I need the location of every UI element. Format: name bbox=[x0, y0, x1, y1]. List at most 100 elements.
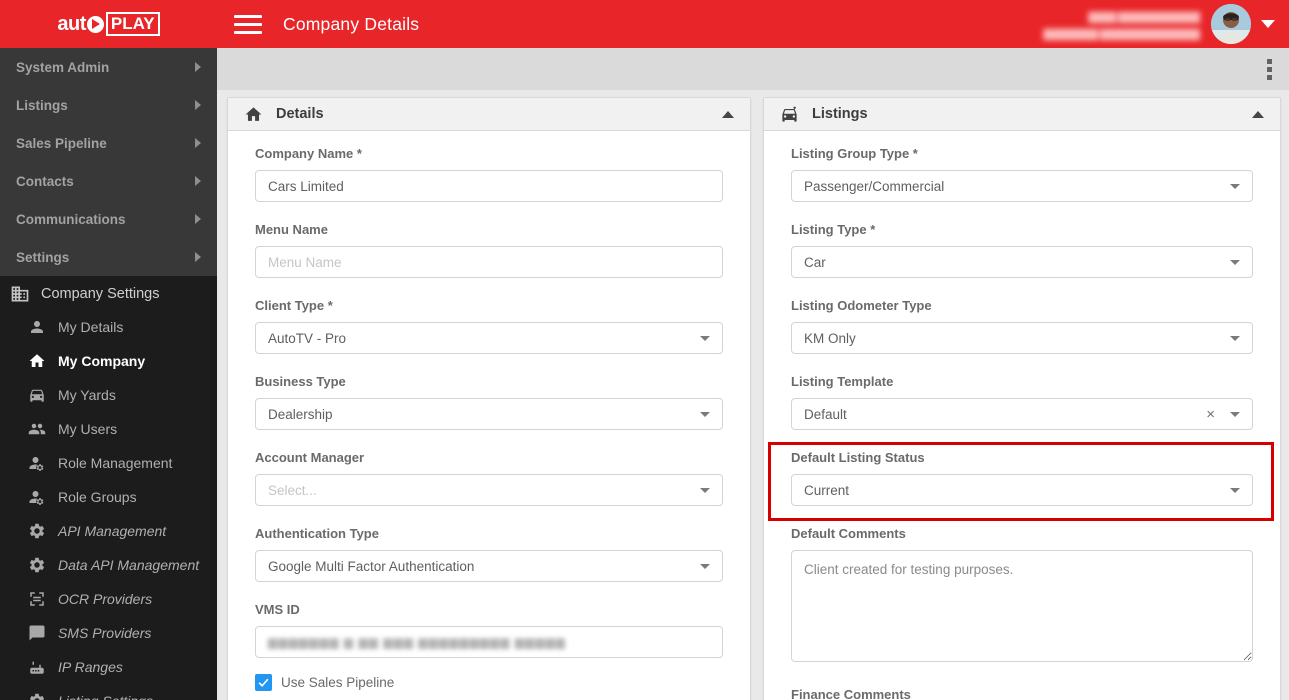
sidebar-item-system-admin[interactable]: System Admin bbox=[0, 48, 217, 86]
field-label: Account Manager bbox=[255, 450, 365, 465]
logo-boxed-text: PLAY bbox=[105, 12, 160, 36]
field-label: Client Type * bbox=[255, 298, 333, 313]
chevron-down-icon bbox=[1230, 487, 1240, 493]
user-menu-caret-icon[interactable] bbox=[1261, 20, 1275, 28]
expand-caret-icon bbox=[195, 138, 201, 148]
avatar[interactable] bbox=[1211, 4, 1251, 44]
business-type-field-group: Business Type Dealership bbox=[255, 374, 723, 430]
listing-group-type-select[interactable]: Passenger/Commercial bbox=[791, 170, 1253, 202]
vms-id-field-group: VMS ID ▆▆▆▆▆▆▆ ▆ ▆▆ ▆▆▆ ▆▆▆▆▆▆▆▆▆ ▆▆▆▆▆ bbox=[255, 602, 723, 658]
listings-panel: Listings Listing Group Type * Passenger/… bbox=[763, 97, 1281, 700]
user-name: ▆▆▆ ▆▆▆▆▆▆▆▆▆ bbox=[1088, 8, 1200, 23]
sidebar-item-ip-ranges[interactable]: IP Ranges bbox=[0, 650, 217, 684]
logo-area: aut PLAY bbox=[0, 12, 217, 36]
listing-template-select[interactable]: Default × bbox=[791, 398, 1253, 430]
field-label: Listing Type * bbox=[791, 222, 876, 237]
scan-icon bbox=[30, 592, 44, 606]
main-content: Details Company Name * Menu Name Client … bbox=[217, 48, 1289, 700]
home-icon bbox=[29, 354, 45, 367]
sidebar-item-listing-settings[interactable]: Listing Settings bbox=[0, 684, 217, 700]
details-panel-header[interactable]: Details bbox=[228, 98, 750, 131]
building-icon bbox=[11, 286, 29, 302]
collapse-icon[interactable] bbox=[722, 110, 734, 118]
user-area: ▆▆▆ ▆▆▆▆▆▆▆▆▆ ▆▆▆▆▆▆ ▆▆▆▆▆▆▆▆▆▆▆ bbox=[1043, 4, 1289, 44]
check-icon bbox=[258, 678, 269, 687]
hamburger-menu-icon[interactable] bbox=[234, 10, 262, 39]
car-icon bbox=[30, 389, 44, 402]
sidebar-item-my-details[interactable]: My Details bbox=[0, 310, 217, 344]
sidebar-item-communications[interactable]: Communications bbox=[0, 200, 217, 238]
company-name-input[interactable] bbox=[255, 170, 723, 202]
gear-icon bbox=[29, 557, 45, 573]
group-icon bbox=[28, 423, 46, 435]
user-identity-redacted: ▆▆▆ ▆▆▆▆▆▆▆▆▆ ▆▆▆▆▆▆ ▆▆▆▆▆▆▆▆▆▆▆ bbox=[1043, 7, 1200, 41]
sidebar-item-settings[interactable]: Settings bbox=[0, 238, 217, 276]
person-gear-icon bbox=[29, 457, 44, 472]
listing-type-select[interactable]: Car bbox=[791, 246, 1253, 278]
field-label: Authentication Type bbox=[255, 526, 379, 541]
expand-caret-icon bbox=[195, 62, 201, 72]
clear-icon[interactable]: × bbox=[1206, 405, 1215, 423]
field-label: Company Name * bbox=[255, 146, 362, 161]
content-toolbar bbox=[217, 48, 1289, 90]
car-icon bbox=[782, 106, 797, 122]
chevron-down-icon bbox=[700, 411, 710, 417]
sidebar-item-my-yards[interactable]: My Yards bbox=[0, 378, 217, 412]
chevron-down-icon bbox=[700, 335, 710, 341]
sidebar-item-listings[interactable]: Listings bbox=[0, 86, 217, 124]
menu-name-field-group: Menu Name bbox=[255, 222, 723, 278]
home-icon bbox=[245, 106, 262, 121]
sidebar: System Admin Listings Sales Pipeline Con… bbox=[0, 48, 217, 700]
chat-icon bbox=[29, 625, 45, 641]
listings-panel-header[interactable]: Listings bbox=[764, 98, 1280, 131]
default-comments-field-group: Default Comments Client created for test… bbox=[791, 526, 1253, 667]
default-comments-textarea[interactable]: Client created for testing purposes. bbox=[791, 550, 1253, 662]
panel-title: Listings bbox=[812, 106, 868, 122]
sidebar-item-sms-providers[interactable]: SMS Providers bbox=[0, 616, 217, 650]
default-listing-status-select[interactable]: Current bbox=[791, 474, 1253, 506]
panel-title: Details bbox=[276, 106, 324, 122]
menu-name-input[interactable] bbox=[255, 246, 723, 278]
logo-prefix: aut bbox=[57, 12, 86, 35]
listing-odometer-type-select[interactable]: KM Only bbox=[791, 322, 1253, 354]
listing-type-field-group: Listing Type * Car bbox=[791, 222, 1253, 278]
expand-caret-icon bbox=[195, 176, 201, 186]
client-type-select[interactable]: AutoTV - Pro bbox=[255, 322, 723, 354]
finance-comments-field-group: Finance Comments bbox=[791, 687, 1253, 700]
authentication-type-select[interactable]: Google Multi Factor Authentication bbox=[255, 550, 723, 582]
sidebar-item-role-management[interactable]: Role Management bbox=[0, 446, 217, 480]
sidebar-item-ocr-providers[interactable]: OCR Providers bbox=[0, 582, 217, 616]
company-settings-section: Company Settings My Details My Company M… bbox=[0, 276, 217, 700]
field-label: Listing Template bbox=[791, 374, 894, 389]
use-sales-pipeline-checkbox[interactable] bbox=[255, 674, 272, 691]
sidebar-item-contacts[interactable]: Contacts bbox=[0, 162, 217, 200]
client-type-field-group: Client Type * AutoTV - Pro bbox=[255, 298, 723, 354]
sidebar-item-role-groups[interactable]: Role Groups bbox=[0, 480, 217, 514]
expand-caret-icon bbox=[195, 252, 201, 262]
authentication-type-field-group: Authentication Type Google Multi Factor … bbox=[255, 526, 723, 582]
sidebar-item-data-api-management[interactable]: Data API Management bbox=[0, 548, 217, 582]
sidebar-item-my-users[interactable]: My Users bbox=[0, 412, 217, 446]
expand-caret-icon bbox=[195, 214, 201, 224]
details-panel: Details Company Name * Menu Name Client … bbox=[227, 97, 751, 700]
sidebar-item-my-company[interactable]: My Company bbox=[0, 344, 217, 378]
field-label: Listing Odometer Type bbox=[791, 298, 932, 313]
sidebar-item-sales-pipeline[interactable]: Sales Pipeline bbox=[0, 124, 217, 162]
sidebar-item-api-management[interactable]: API Management bbox=[0, 514, 217, 548]
listing-template-field-group: Listing Template Default × bbox=[791, 374, 1253, 430]
page-title: Company Details bbox=[283, 13, 420, 34]
default-listing-status-field-group: Default Listing Status Current bbox=[768, 442, 1274, 521]
gear-icon bbox=[29, 523, 45, 539]
autoplay-logo[interactable]: aut PLAY bbox=[57, 12, 160, 36]
field-label: Listing Group Type * bbox=[791, 146, 918, 161]
play-icon bbox=[86, 15, 104, 33]
gear-icon bbox=[30, 693, 45, 700]
business-type-select[interactable]: Dealership bbox=[255, 398, 723, 430]
chevron-down-icon bbox=[700, 563, 710, 569]
collapse-icon[interactable] bbox=[1252, 110, 1264, 118]
sidebar-item-company-settings[interactable]: Company Settings bbox=[0, 278, 217, 310]
kebab-menu-icon[interactable] bbox=[1263, 55, 1276, 84]
account-manager-select[interactable]: Select... bbox=[255, 474, 723, 506]
vms-id-input[interactable]: ▆▆▆▆▆▆▆ ▆ ▆▆ ▆▆▆ ▆▆▆▆▆▆▆▆▆ ▆▆▆▆▆ bbox=[255, 626, 723, 658]
